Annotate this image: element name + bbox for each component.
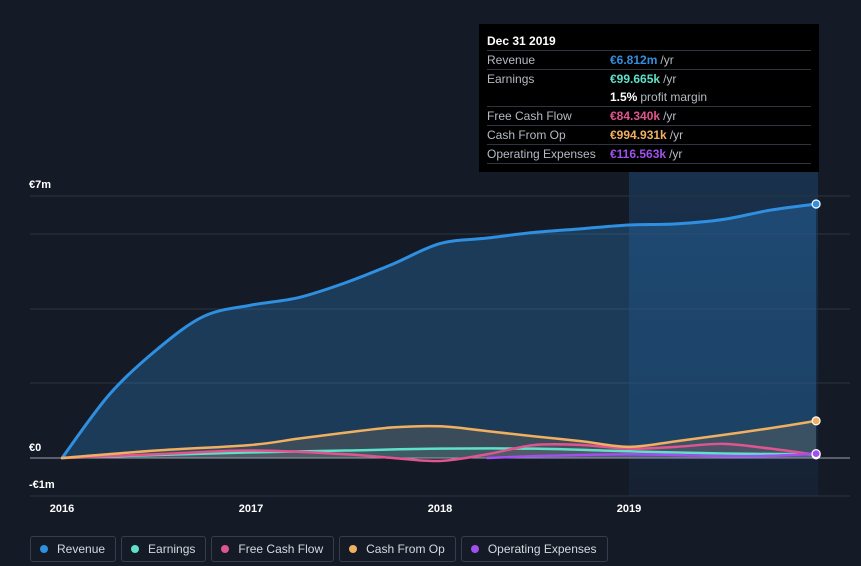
x-tick-label: 2019 <box>617 503 641 515</box>
tooltip-label: Operating Expenses <box>487 147 596 161</box>
legend-item-operating-expenses[interactable]: Operating Expenses <box>460 536 608 562</box>
tooltip-value-revenue: €6.812m <box>610 53 658 67</box>
x-tick-label: 2016 <box>50 503 74 515</box>
line-cash-from-op <box>60 419 818 460</box>
line-earnings <box>60 447 818 460</box>
tooltip-unit: /yr <box>669 128 684 142</box>
end-point-revenue <box>811 199 821 209</box>
tooltip-label <box>487 88 610 106</box>
legend-dot-icon <box>221 545 230 553</box>
tooltip-unit: profit margin <box>640 90 708 104</box>
tooltip-label: Free Cash Flow <box>487 109 572 123</box>
legend-label: Revenue <box>57 542 106 556</box>
legend-label: Operating Expenses <box>487 542 597 556</box>
x-tick-label: 2017 <box>239 503 263 515</box>
chart-legend: Revenue Earnings Free Cash Flow Cash Fro… <box>30 536 608 564</box>
legend-item-revenue[interactable]: Revenue <box>30 536 117 562</box>
legend-label: Cash From Op <box>366 542 445 556</box>
legend-dot-icon <box>131 545 140 553</box>
tooltip-label: Earnings <box>487 72 535 86</box>
tooltip-row-revenue: Revenue €6.812m /yr <box>487 51 811 70</box>
area-earnings <box>62 448 817 458</box>
line-revenue <box>60 202 818 460</box>
tooltip-value-margin: 1.5% <box>610 90 638 104</box>
chart-tooltip: Dec 31 2019 Revenue €6.812m /yr Earnings… <box>479 24 819 172</box>
y-tick-label: €7m <box>29 179 51 191</box>
tooltip-label: Cash From Op <box>487 128 566 142</box>
legend-dot-icon <box>470 545 479 553</box>
highlight-band <box>629 172 818 496</box>
tooltip-label: Revenue <box>487 53 536 67</box>
legend-label: Free Cash Flow <box>238 542 324 556</box>
line-free-cash-flow <box>60 442 818 463</box>
legend-dot-icon <box>349 545 358 553</box>
x-tick-label: 2018 <box>428 503 452 515</box>
legend-item-cash-from-op[interactable]: Cash From Op <box>339 536 456 562</box>
tooltip-row-earnings: Earnings €99.665k /yr <box>487 70 811 88</box>
legend-label: Earnings <box>148 542 196 556</box>
area-free-cash-flow <box>62 443 817 462</box>
legend-item-earnings[interactable]: Earnings <box>121 536 207 562</box>
y-tick-label: €0 <box>29 442 41 454</box>
legend-dot-icon <box>40 545 48 553</box>
tooltip-row-margin: 1.5% profit margin <box>487 88 811 107</box>
tooltip-unit: /yr <box>669 147 683 161</box>
tooltip-unit: /yr <box>663 109 677 123</box>
tooltip-value-opex: €116.563k <box>610 147 667 161</box>
tooltip-value-earnings: €99.665k <box>610 72 661 86</box>
y-tick-label: -€1m <box>29 479 55 491</box>
legend-item-free-cash-flow[interactable]: Free Cash Flow <box>211 536 335 562</box>
tooltip-row-opex: Operating Expenses €116.563k /yr <box>487 145 811 164</box>
tooltip-value-cfo: €994.931k <box>610 128 667 142</box>
tooltip-date: Dec 31 2019 <box>487 32 811 51</box>
tooltip-value-fcf: €84.340k <box>610 109 661 123</box>
tooltip-row-cfo: Cash From Op €994.931k /yr <box>487 126 811 145</box>
line-operating-expenses <box>486 452 818 460</box>
area-revenue <box>62 204 817 458</box>
tooltip-unit: /yr <box>660 53 674 67</box>
end-point-cash-from-op <box>811 416 821 426</box>
tooltip-unit: /yr <box>663 72 677 86</box>
tooltip-row-fcf: Free Cash Flow €84.340k /yr <box>487 107 811 126</box>
end-point-operating-expenses <box>811 449 821 459</box>
